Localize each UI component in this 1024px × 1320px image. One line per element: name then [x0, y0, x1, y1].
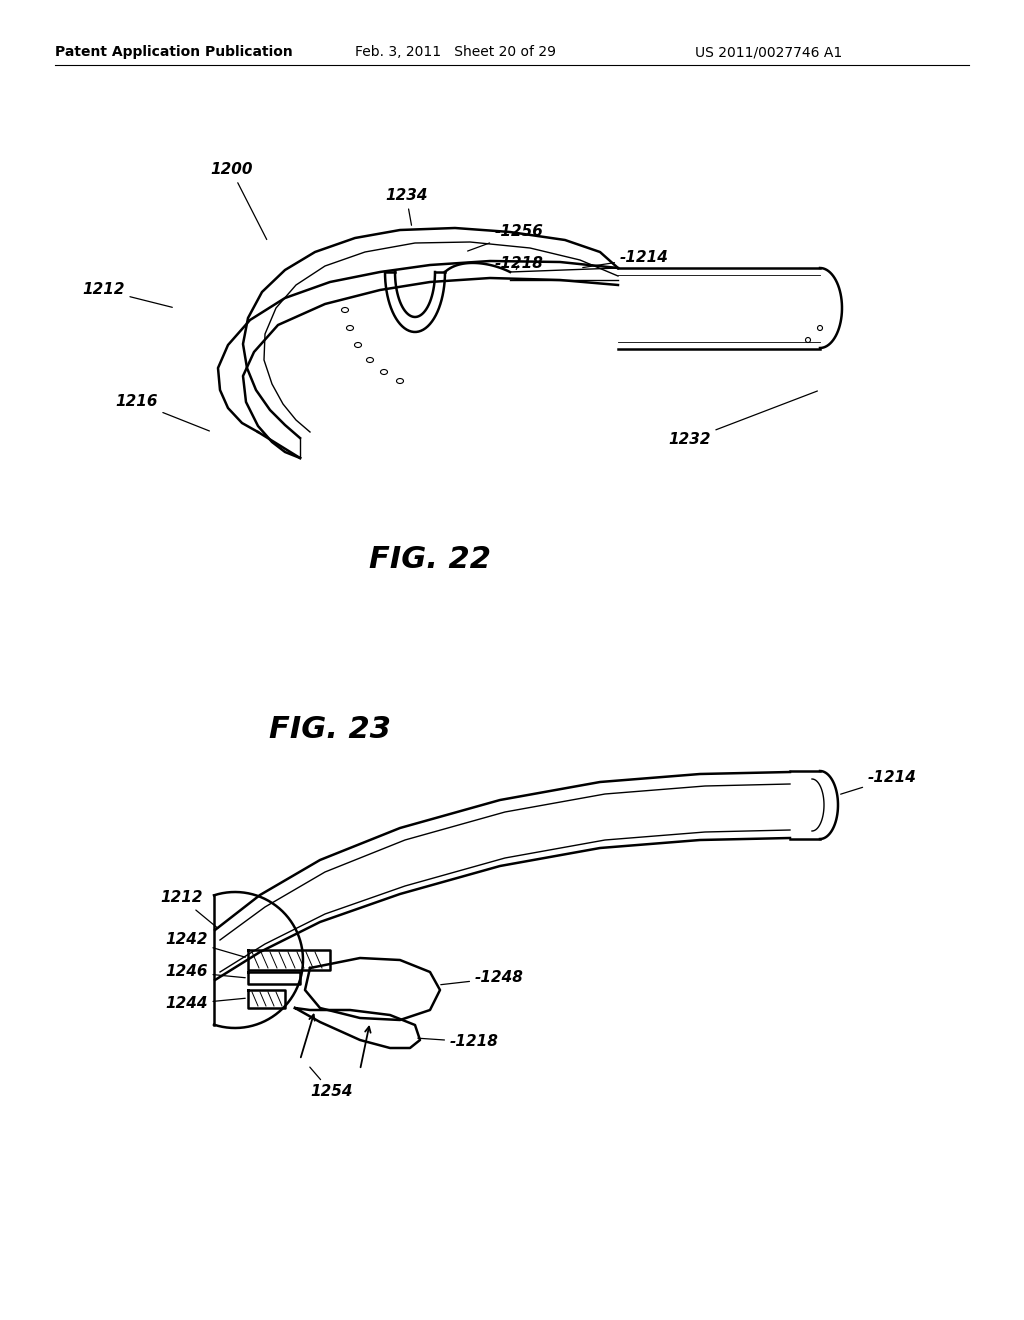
Text: 1244: 1244	[165, 997, 245, 1011]
Text: 1246: 1246	[165, 965, 245, 979]
Text: -1218: -1218	[495, 256, 544, 271]
Text: 1216: 1216	[115, 395, 210, 430]
Text: -1214: -1214	[583, 251, 669, 268]
Text: -1218: -1218	[418, 1035, 499, 1049]
Text: US 2011/0027746 A1: US 2011/0027746 A1	[695, 45, 843, 59]
Text: 1212: 1212	[160, 891, 218, 928]
Text: Patent Application Publication: Patent Application Publication	[55, 45, 293, 59]
Text: 1232: 1232	[668, 391, 817, 447]
Text: -1256: -1256	[468, 224, 544, 251]
Text: FIG. 22: FIG. 22	[369, 545, 490, 574]
Text: Feb. 3, 2011   Sheet 20 of 29: Feb. 3, 2011 Sheet 20 of 29	[355, 45, 556, 59]
Text: -1214: -1214	[841, 771, 916, 795]
Text: FIG. 23: FIG. 23	[269, 715, 391, 744]
Text: 1212: 1212	[82, 282, 172, 308]
Text: 1254: 1254	[310, 1067, 352, 1100]
Text: -1248: -1248	[440, 970, 524, 986]
Text: 1200: 1200	[210, 162, 266, 239]
Text: 1234: 1234	[385, 189, 427, 226]
Text: 1242: 1242	[165, 932, 246, 957]
